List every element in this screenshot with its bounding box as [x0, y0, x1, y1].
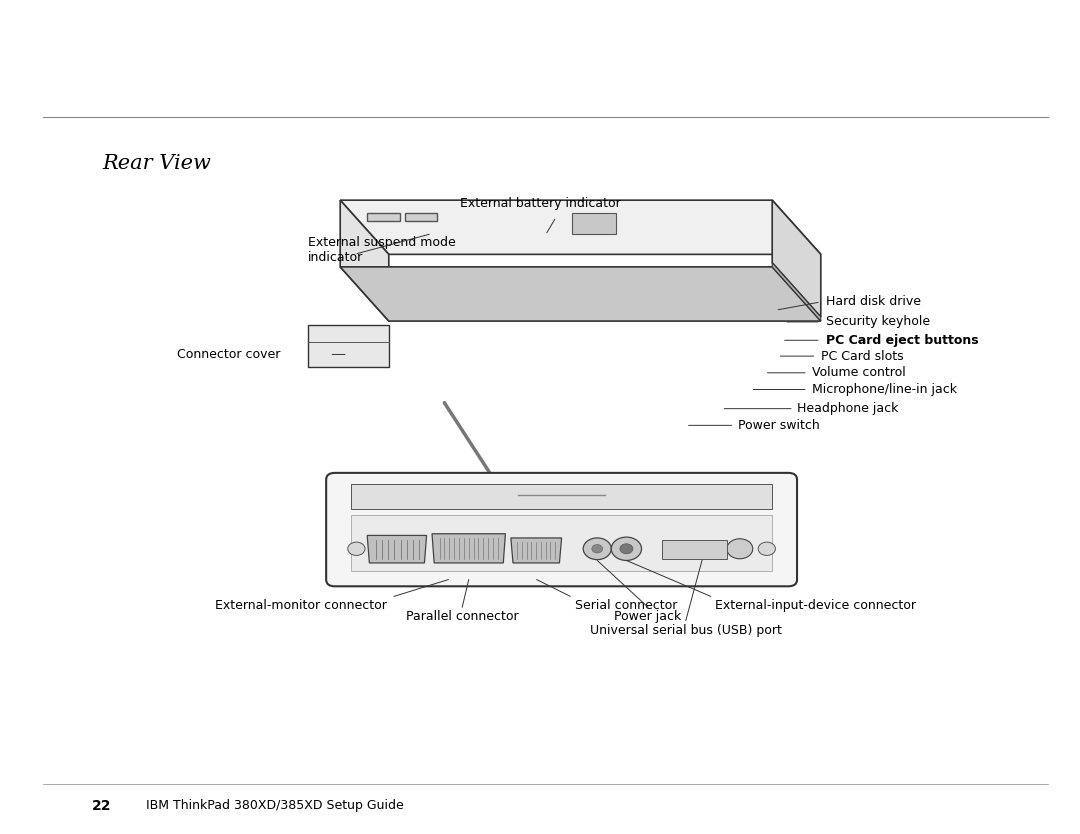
Polygon shape	[340, 200, 389, 321]
Text: Connector cover: Connector cover	[177, 348, 281, 361]
Circle shape	[592, 545, 603, 553]
Polygon shape	[340, 267, 821, 321]
Text: External suspend mode
indicator: External suspend mode indicator	[308, 236, 456, 264]
Polygon shape	[308, 325, 389, 367]
Text: Universal serial bus (USB) port: Universal serial bus (USB) port	[590, 624, 782, 637]
Bar	[367, 213, 400, 221]
Text: PC Card slots: PC Card slots	[821, 349, 904, 363]
Circle shape	[727, 539, 753, 559]
Text: Power jack: Power jack	[615, 610, 681, 624]
Circle shape	[611, 537, 642, 560]
Text: External-monitor connector: External-monitor connector	[215, 599, 387, 612]
Polygon shape	[772, 200, 821, 317]
Text: Headphone jack: Headphone jack	[797, 402, 899, 415]
Circle shape	[348, 542, 365, 555]
Text: Security keyhole: Security keyhole	[826, 315, 930, 329]
Polygon shape	[340, 200, 821, 254]
Polygon shape	[432, 534, 505, 563]
Circle shape	[583, 538, 611, 560]
FancyBboxPatch shape	[326, 473, 797, 586]
Bar	[351, 484, 772, 509]
Polygon shape	[511, 538, 562, 563]
Bar	[405, 213, 437, 221]
Text: Rear View: Rear View	[103, 154, 212, 173]
Bar	[662, 540, 727, 559]
Bar	[572, 213, 616, 234]
Text: IBM ThinkPad 380XD/385XD Setup Guide: IBM ThinkPad 380XD/385XD Setup Guide	[146, 799, 404, 812]
Bar	[351, 515, 772, 571]
Text: Serial connector: Serial connector	[575, 599, 677, 612]
Text: Microphone/line-in jack: Microphone/line-in jack	[812, 383, 957, 396]
Text: Hard disk drive: Hard disk drive	[826, 295, 921, 309]
Circle shape	[620, 544, 633, 554]
Text: Power switch: Power switch	[738, 419, 820, 432]
Text: External-input-device connector: External-input-device connector	[715, 599, 916, 612]
Text: PC Card eject buttons: PC Card eject buttons	[826, 334, 978, 347]
Text: 22: 22	[92, 799, 111, 813]
Text: Parallel connector: Parallel connector	[406, 610, 518, 624]
Text: Volume control: Volume control	[812, 366, 906, 379]
Text: External battery indicator: External battery indicator	[460, 197, 620, 210]
Circle shape	[758, 542, 775, 555]
Polygon shape	[367, 535, 427, 563]
Polygon shape	[772, 263, 821, 321]
